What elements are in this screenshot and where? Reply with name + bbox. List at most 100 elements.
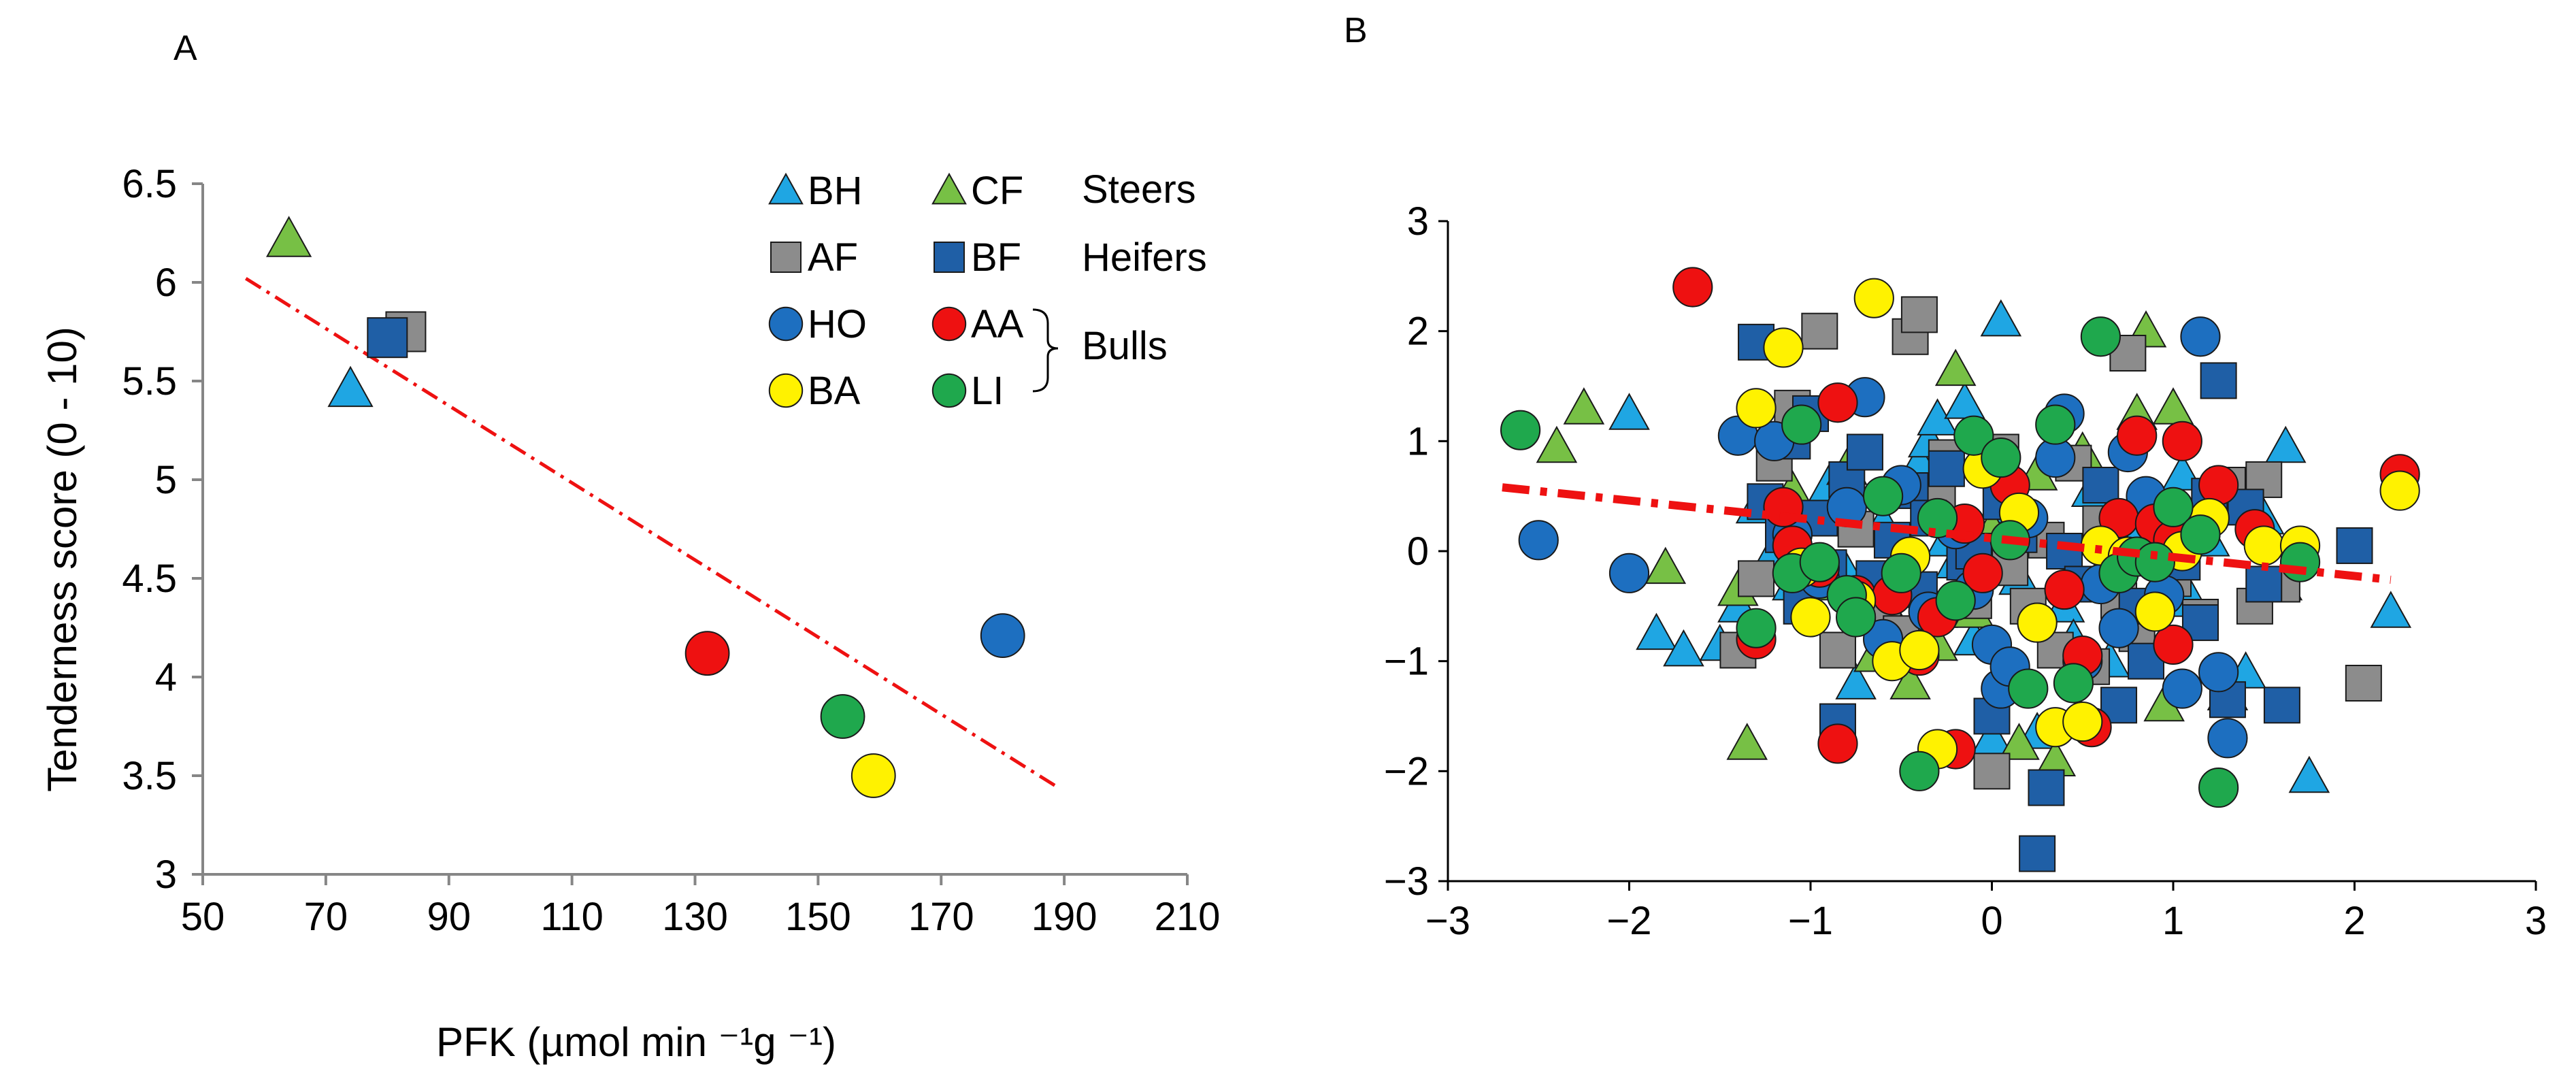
point-bf [367, 317, 408, 359]
point-aa [1817, 382, 1858, 423]
panel-b-x-tick-label: 3 [2525, 899, 2547, 943]
point-bh [1608, 393, 1650, 430]
point-ba [1790, 597, 1831, 638]
panel-a-x-tick-label: 90 [427, 895, 471, 939]
point-li [2008, 668, 2049, 709]
point-cf [1726, 723, 1768, 760]
panel-b-x-tick-label: −3 [1425, 899, 1470, 943]
legend-label-heifers: Heifers [1082, 235, 1207, 280]
legend-label-cf: CF [971, 169, 1023, 213]
panel-a-x-tick-label: 110 [540, 895, 603, 939]
point-bf [2245, 565, 2283, 603]
panel-a-y-tick-label: 6 [155, 261, 177, 305]
panel-b-x-tick-label: 2 [2343, 899, 2365, 943]
legend-label-ho: HO [808, 302, 867, 346]
point-cf [1536, 425, 1578, 463]
panel-a-x-tick-label: 70 [304, 895, 348, 939]
point-aa [1672, 267, 1713, 308]
panel-a-x-tick-label: 130 [662, 895, 728, 939]
point-bf [2028, 769, 2065, 806]
legend-label-bf: BF [971, 235, 1021, 280]
panel-a-x-tick-label: 170 [908, 895, 974, 939]
panel-a-y-tick-label: 3.5 [122, 754, 177, 798]
legend-marker-aa [931, 306, 967, 342]
panel-a-y-tick-label: 6.5 [122, 162, 177, 206]
panel-a-y-tick-label: 4 [155, 655, 177, 699]
panel-b-y-tick-label: −2 [1384, 749, 1429, 793]
panel-b-y-tick-label: 2 [1407, 310, 1429, 354]
point-ho [1518, 520, 1559, 561]
point-af [1900, 296, 1938, 333]
point-bf [1846, 433, 1883, 471]
panel-b-label: B [1344, 11, 1368, 50]
point-ho [2198, 652, 2239, 693]
point-li [1899, 751, 1940, 791]
panel-a-y-tick-label: 3 [155, 853, 177, 897]
panel-a-label: A [174, 29, 197, 68]
point-bh [1636, 612, 1677, 650]
point-bh [2288, 755, 2330, 793]
point-bf [2082, 467, 2119, 504]
point-li [1953, 415, 1994, 456]
point-li [2080, 316, 2121, 357]
legend-marker-bh [768, 172, 804, 205]
point-aa [684, 631, 730, 676]
panel-b-ticks [1438, 220, 2537, 891]
legend-label-li: LI [971, 369, 1004, 413]
panel-a: A 50 70 90 110 130 150 170 190 210 3 3.5 4 4.5 5 5.5 6 6… [39, 29, 1220, 1065]
legend-label-bulls: Bulls [1082, 324, 1168, 368]
panel-b-y-tick-label: 3 [1407, 199, 1429, 244]
point-li [1917, 497, 1958, 539]
point-li [2180, 514, 2221, 555]
point-ba [1736, 388, 1777, 429]
point-ba [2017, 602, 2058, 643]
point-bh [2264, 425, 2307, 463]
panel-b-x-tick-label: −2 [1606, 899, 1651, 943]
panel-b-x-tick-label: 0 [1981, 899, 2002, 943]
panel-a-x-axis-title: PFK (µmol min ⁻¹g ⁻¹) [436, 1019, 836, 1065]
panel-b-points [1500, 267, 2420, 872]
point-ho [2207, 718, 2248, 759]
panel-a-x-tick-label: 50 [181, 895, 225, 939]
point-bf [2019, 835, 2056, 872]
point-li [2279, 542, 2321, 582]
panel-a-ticks [192, 182, 1189, 885]
legend-label-steers: Steers [1082, 167, 1196, 212]
legend-marker-li [931, 373, 967, 408]
point-li [1500, 410, 1541, 450]
legend-label-bh: BH [808, 169, 863, 213]
point-li [1836, 597, 1877, 638]
point-ba [2379, 470, 2420, 511]
point-bf [1928, 450, 1965, 487]
point-ho [1608, 553, 1650, 593]
panel-a-trendline [244, 277, 1059, 789]
panel-a-y-tick-label: 5.5 [122, 359, 177, 403]
panel-a-x-tick-label: 150 [785, 895, 851, 939]
panel-a-x-tick-label: 190 [1031, 895, 1097, 939]
legend-label-ba: BA [808, 369, 861, 413]
point-ba [2134, 591, 2175, 632]
point-cf [1563, 387, 1605, 425]
point-cf [1889, 662, 1931, 699]
point-ba [851, 753, 896, 798]
point-li [1881, 553, 1921, 593]
legend-marker-cf [931, 172, 967, 205]
panel-b-y-tick-label: −1 [1384, 640, 1429, 684]
point-bh [2370, 591, 2412, 628]
point-li [2198, 767, 2239, 808]
point-bf [2263, 687, 2300, 724]
panel-b-tick-labels: −3 −2 −1 0 1 2 3 −3 −2 −1 0 1 2 3 [1384, 199, 2547, 943]
point-bh [1663, 629, 1704, 667]
point-li [1863, 476, 1904, 516]
panel-b-y-tick-label: 0 [1407, 529, 1429, 574]
point-li [1799, 542, 1840, 582]
panel-a-y-tick-label: 5 [155, 458, 177, 502]
point-aa [2117, 415, 2158, 456]
legend-label-af: AF [808, 235, 858, 280]
panel-a-x-tick-label: 210 [1155, 895, 1221, 939]
panel-b-y-tick-label: 1 [1407, 419, 1429, 463]
point-aa [1962, 553, 2003, 593]
point-ba [1763, 327, 1804, 368]
panel-b: B −3 −2 −1 0 1 2 3 −3 −2 −1 0 1 2 3 [1344, 11, 2547, 943]
